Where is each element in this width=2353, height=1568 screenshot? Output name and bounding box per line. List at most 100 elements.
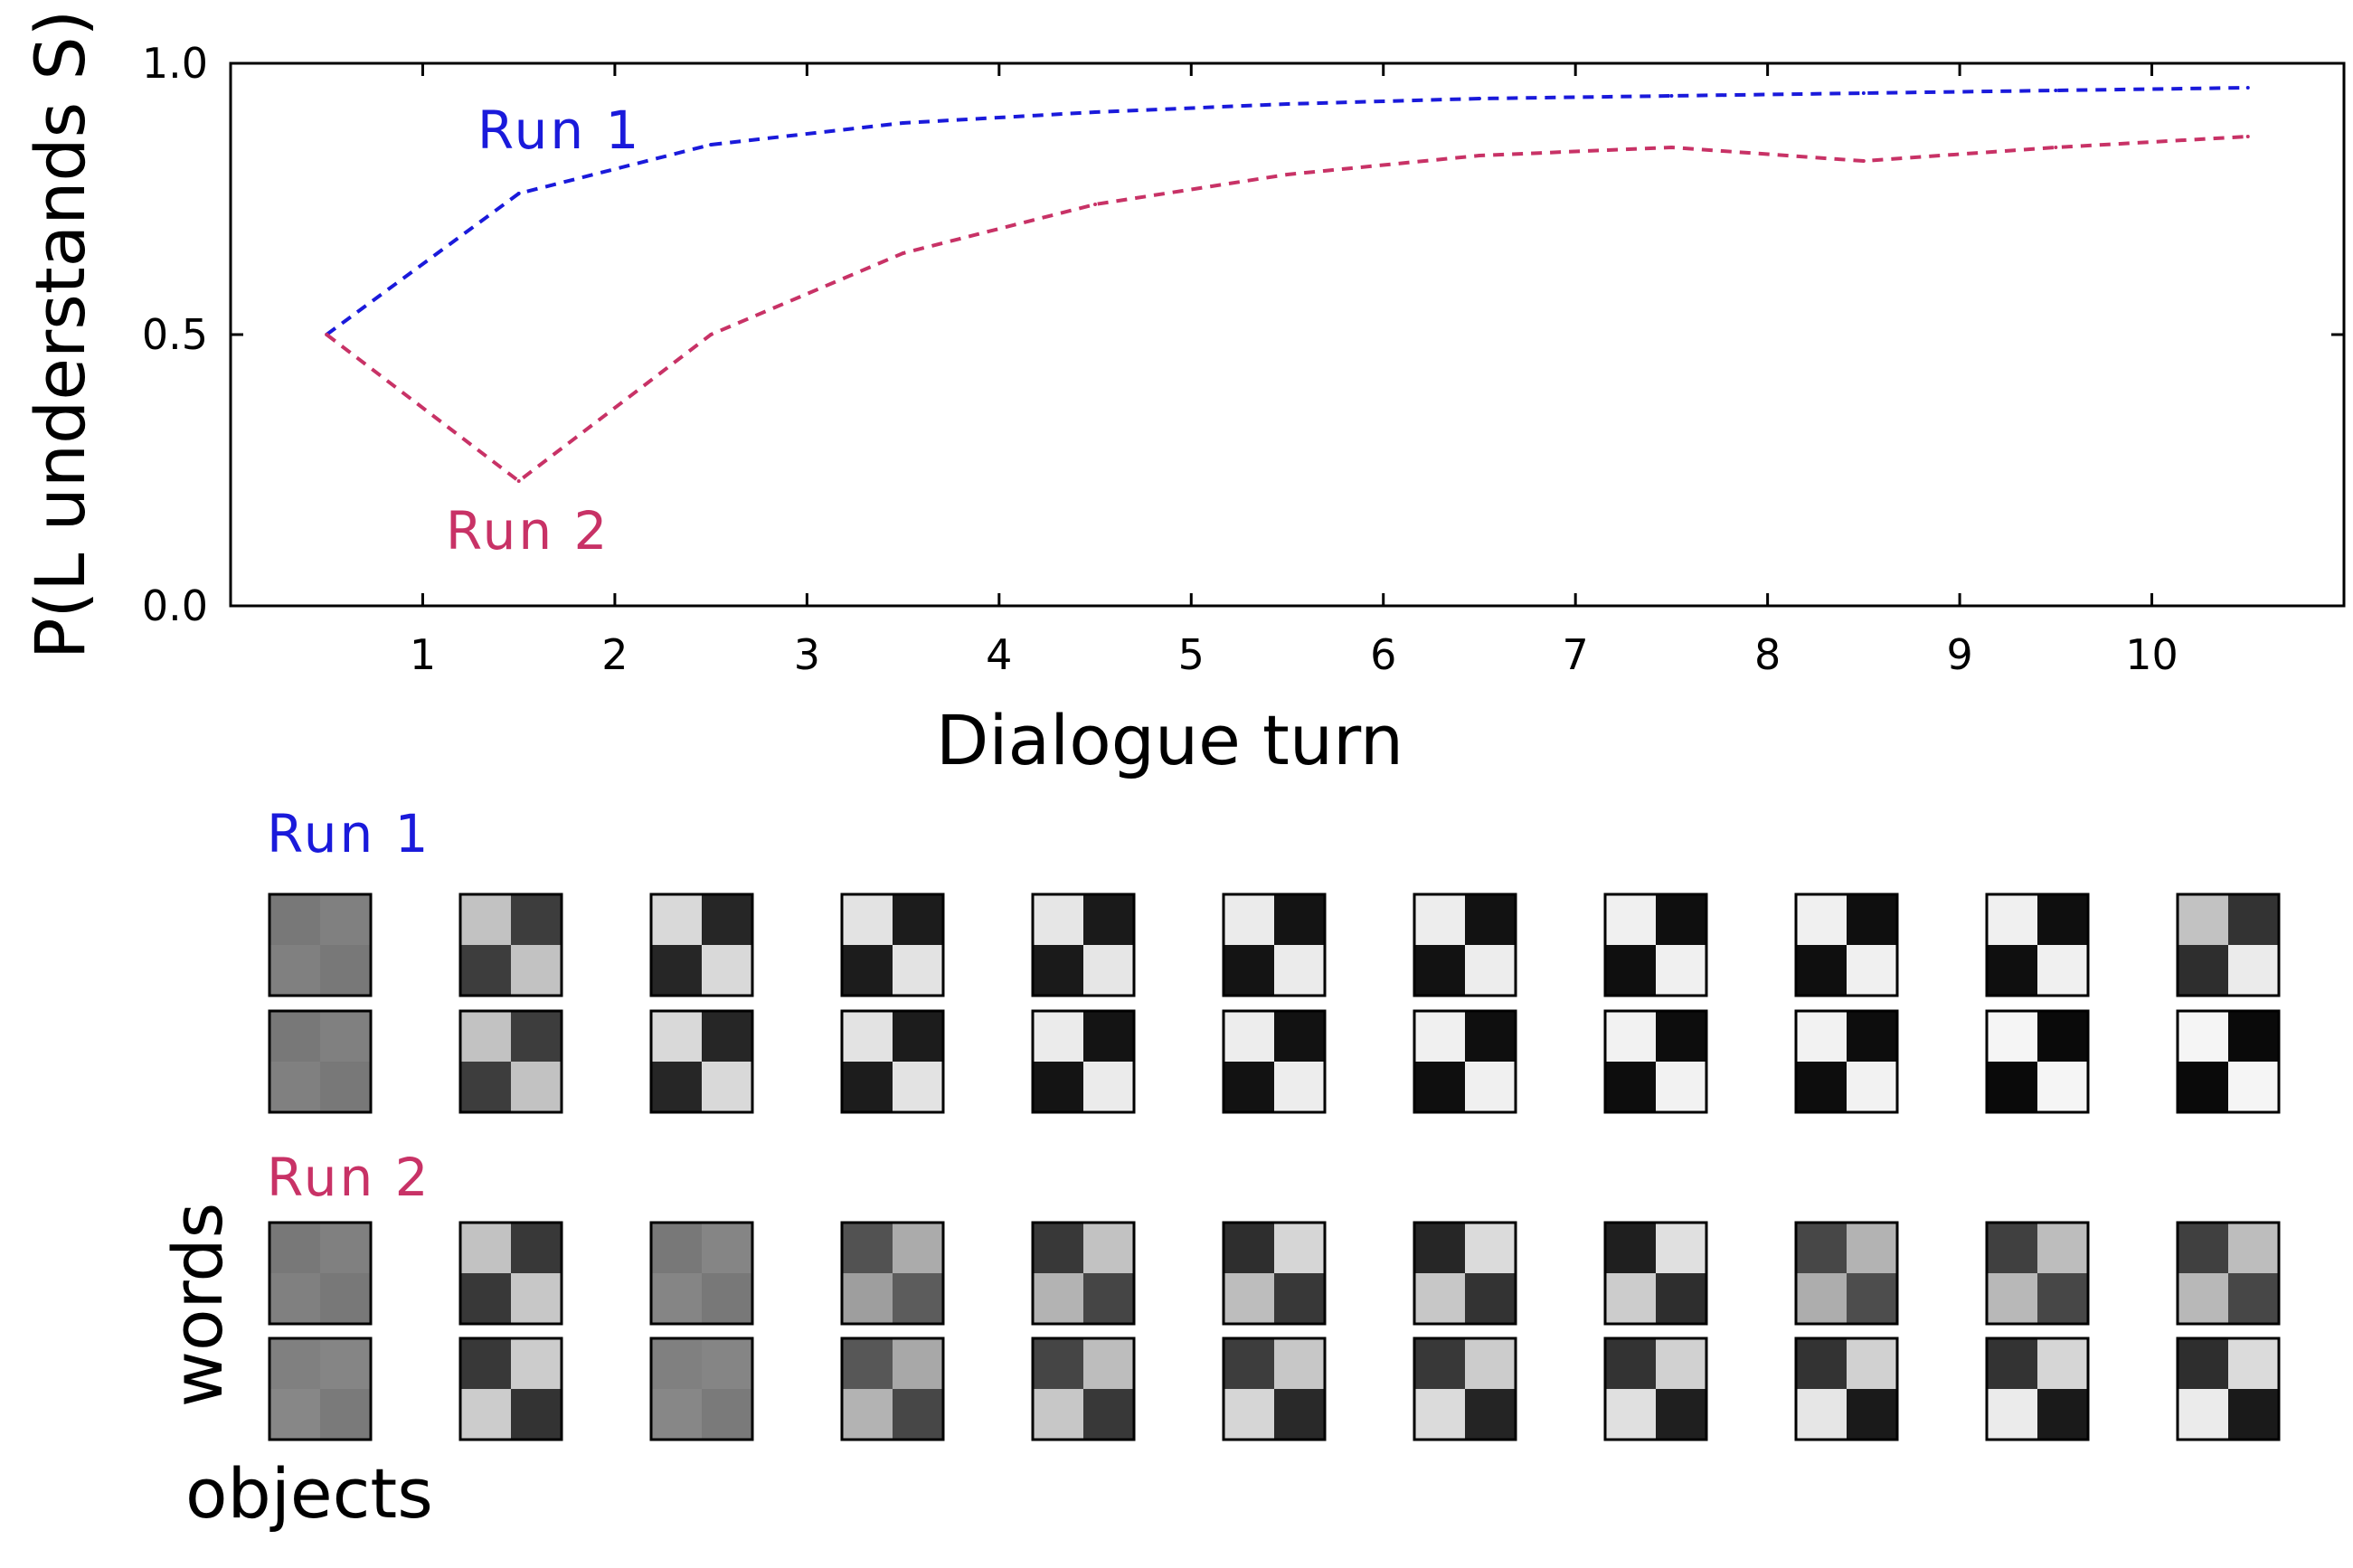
matrix-border xyxy=(1031,1221,1136,1326)
x-tick-label: 10 xyxy=(2125,630,2178,679)
matrix-border xyxy=(1985,1221,2090,1326)
matrix-cell xyxy=(651,1062,702,1112)
matrix-cell xyxy=(1224,1223,1274,1273)
y-axis-ticks: 0.0 0.5 1.0 xyxy=(142,39,2344,630)
series-point-run-2 xyxy=(2245,135,2250,138)
series-point-run-1 xyxy=(1861,91,1866,95)
series-point-run-2 xyxy=(516,479,521,483)
matrix-border xyxy=(268,1337,373,1441)
matrix-cell xyxy=(1656,1338,1706,1389)
matrix-cell xyxy=(511,1389,562,1440)
matrix-cell xyxy=(320,1389,371,1440)
matrix-border xyxy=(840,1221,945,1326)
matrix-cell xyxy=(1987,1011,2037,1062)
matrix-cell xyxy=(1847,1011,1897,1062)
matrix-border xyxy=(649,1337,754,1441)
matrix-cell xyxy=(511,945,562,996)
matrix-border xyxy=(1985,1337,2090,1441)
matrix xyxy=(1794,1009,1899,1114)
matrix-cell xyxy=(651,945,702,996)
matrix-cell xyxy=(1033,1389,1083,1440)
matrix-border xyxy=(268,893,373,997)
matrix-cell xyxy=(1465,1389,1516,1440)
matrix-cell xyxy=(893,1223,943,1273)
matrix xyxy=(268,1009,373,1114)
matrix-cell xyxy=(1033,1273,1083,1324)
matrix-cell xyxy=(1605,945,1656,996)
matrix-cell xyxy=(1033,945,1083,996)
matrix-cell xyxy=(1796,1062,1847,1112)
matrix-cell xyxy=(651,1273,702,1324)
matrix-cell xyxy=(1224,1338,1274,1389)
matrix xyxy=(458,1009,563,1114)
matrix-cell xyxy=(1796,1273,1847,1324)
matrix-border xyxy=(1222,1009,1327,1114)
matrix-border xyxy=(1413,893,1517,997)
matrix-border xyxy=(1985,893,2090,997)
x-tick-label: 1 xyxy=(410,630,436,679)
matrix-cell xyxy=(2037,1223,2088,1273)
matrix-cell xyxy=(269,1338,320,1389)
matrix-grid xyxy=(268,893,2281,1441)
series-line-run-2 xyxy=(325,135,2248,484)
matrix-cell xyxy=(1274,1338,1325,1389)
matrix xyxy=(840,1221,945,1326)
matrix xyxy=(1794,1221,1899,1326)
matrix-cell xyxy=(460,1273,511,1324)
matrix-cell xyxy=(320,1223,371,1273)
matrix-cell xyxy=(1465,894,1516,945)
matrix-cell xyxy=(1796,1389,1847,1440)
matrix-border xyxy=(840,1337,945,1441)
matrix-border xyxy=(458,1337,563,1441)
matrix-cell xyxy=(1656,1389,1706,1440)
matrix xyxy=(2176,1009,2281,1114)
matrix-cell xyxy=(2178,1223,2228,1273)
matrix-cell xyxy=(702,894,752,945)
matrix-cell xyxy=(1987,1223,2037,1273)
matrix-cell xyxy=(1465,945,1516,996)
matrix-cell xyxy=(702,1338,752,1389)
matrix-cell xyxy=(460,1062,511,1112)
matrix-cell xyxy=(1414,1338,1465,1389)
matrix-cell xyxy=(460,1338,511,1389)
matrix-cell xyxy=(2228,1062,2279,1112)
matrix-cell xyxy=(269,894,320,945)
matrix-cell xyxy=(2178,1389,2228,1440)
matrix xyxy=(1985,1221,2090,1326)
matrix-cell xyxy=(1033,1223,1083,1273)
matrix xyxy=(268,1337,373,1441)
matrix-cell xyxy=(651,1011,702,1062)
matrix-border xyxy=(1222,1221,1327,1326)
matrix-cell xyxy=(1656,1011,1706,1062)
matrix-cell xyxy=(1465,1223,1516,1273)
matrix-run-title-run-1: Run 1 xyxy=(267,803,431,864)
series-point-run-1 xyxy=(709,143,713,146)
matrix-cell xyxy=(320,1338,371,1389)
matrix-cell xyxy=(2178,1062,2228,1112)
matrix-cell xyxy=(1033,1338,1083,1389)
matrix-cell xyxy=(1274,1223,1325,1273)
matrix-cell xyxy=(2178,1273,2228,1324)
matrix-border xyxy=(1222,893,1327,997)
matrix-cell xyxy=(1414,1223,1465,1273)
matrix-border xyxy=(458,1009,563,1114)
matrix-cell xyxy=(2228,1338,2279,1389)
matrix-cell xyxy=(1656,1062,1706,1112)
matrix-cell xyxy=(1083,894,1134,945)
matrix-cell xyxy=(511,1062,562,1112)
matrix xyxy=(1413,1009,1517,1114)
matrix-cell xyxy=(893,894,943,945)
series-point-run-2 xyxy=(1477,154,1481,157)
matrix-cell xyxy=(893,945,943,996)
matrix xyxy=(2176,1337,2281,1441)
matrix-cell xyxy=(1224,894,1274,945)
matrix xyxy=(1603,1009,1708,1114)
matrix xyxy=(1413,893,1517,997)
matrix-cell xyxy=(460,1389,511,1440)
matrix xyxy=(1603,893,1708,997)
matrix xyxy=(1031,893,1136,997)
matrix xyxy=(1222,1009,1327,1114)
matrix-cell xyxy=(460,945,511,996)
matrix-border xyxy=(1794,1337,1899,1441)
matrix xyxy=(268,893,373,997)
